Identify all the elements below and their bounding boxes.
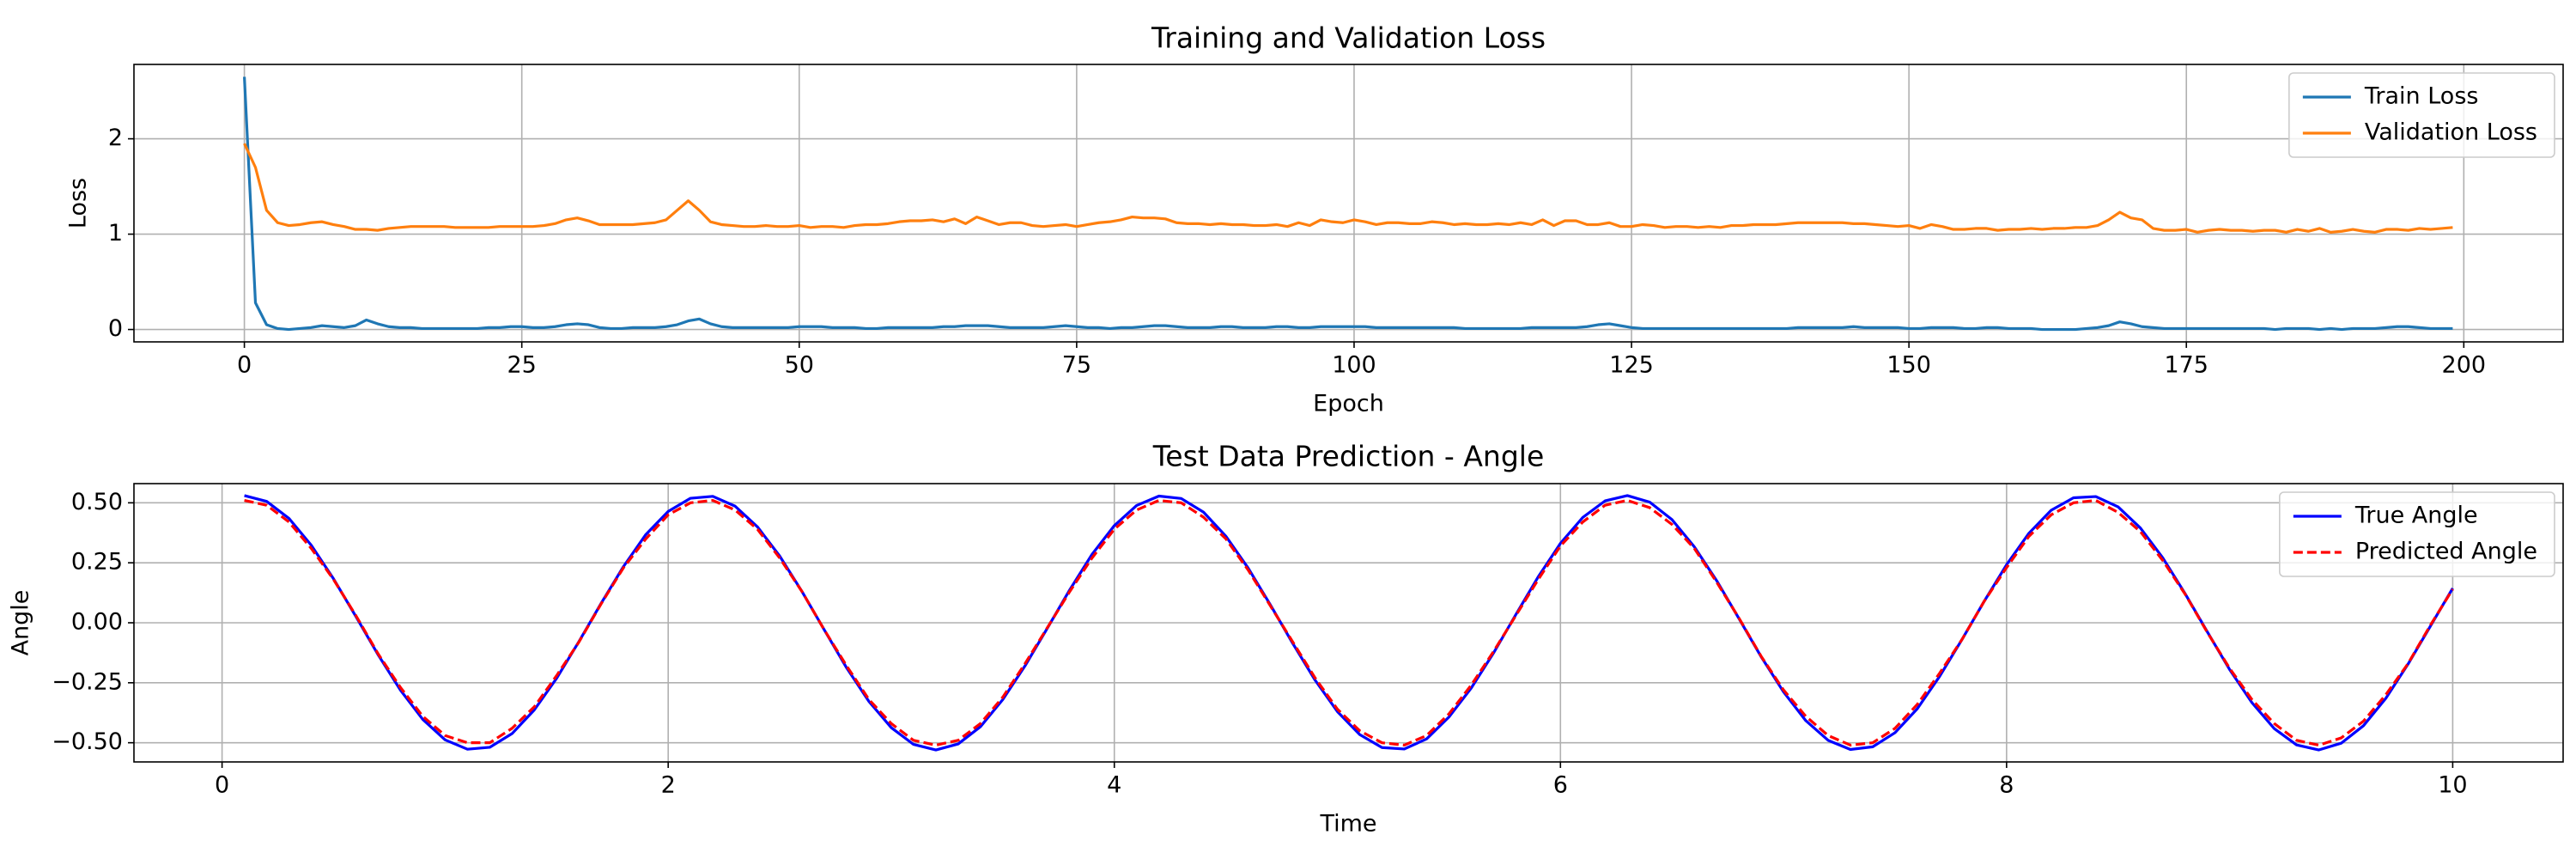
x-axis-label: Epoch (1313, 391, 1384, 417)
y-tick-label: 0.50 (71, 489, 123, 515)
legend-label: Validation Loss (2365, 119, 2537, 146)
y-tick-label: −0.50 (52, 728, 123, 755)
y-tick-label: −0.25 (52, 668, 123, 695)
x-tick-label: 6 (1553, 772, 1568, 799)
x-tick-label: 125 (1609, 352, 1654, 379)
legend-box (2288, 72, 2555, 158)
x-tick-label: 100 (1332, 352, 1376, 379)
x-tick-label: 10 (2438, 772, 2467, 799)
chart-title: Training and Validation Loss (1151, 21, 1546, 55)
x-tick-label: 150 (1886, 352, 1931, 379)
x-tick-label: 4 (1107, 772, 1121, 799)
legend-box (2279, 491, 2555, 577)
plot-panel: 0 25 50 75 100 125 150 175 200 0 1 2 Training and Va… (65, 21, 2564, 417)
legend: Train Loss Validation Loss (2288, 72, 2555, 158)
legend: True Angle Predicted Angle (2279, 491, 2555, 577)
y-tick-label: 1 (108, 220, 123, 247)
axes-frame (133, 64, 2564, 343)
x-tick-label: 2 (661, 772, 676, 799)
y-tick-label: 0.25 (71, 549, 123, 576)
series-line (243, 143, 2453, 234)
chart-title: Test Data Prediction - Angle (1152, 440, 1545, 473)
y-tick-label: 2 (108, 125, 123, 151)
x-tick-label: 200 (2442, 352, 2487, 379)
legend-label: True Angle (2354, 503, 2478, 529)
x-tick-label: 175 (2164, 352, 2208, 379)
y-tick-label: 0 (108, 315, 123, 342)
y-axis-label: Angle (8, 590, 34, 656)
x-axis-label: Time (1319, 811, 1376, 838)
x-tick-label: 8 (1999, 772, 2014, 799)
y-axis-label: Loss (65, 178, 92, 228)
x-tick-label: 75 (1062, 352, 1091, 379)
plot-panel: 0 2 4 6 8 10 −0.50 −0.25 0.00 0.25 0.50 Test Data P… (8, 440, 2564, 838)
series-line (244, 498, 2454, 747)
axes-frame (133, 483, 2564, 763)
y-tick-label: 0.00 (71, 609, 123, 636)
x-tick-label: 50 (785, 352, 814, 379)
x-tick-label: 0 (215, 772, 229, 799)
x-tick-label: 0 (237, 352, 252, 379)
x-tick-label: 25 (507, 352, 537, 379)
legend-label: Predicted Angle (2355, 539, 2537, 565)
legend-label: Train Loss (2364, 83, 2479, 110)
series-line (242, 76, 2453, 332)
